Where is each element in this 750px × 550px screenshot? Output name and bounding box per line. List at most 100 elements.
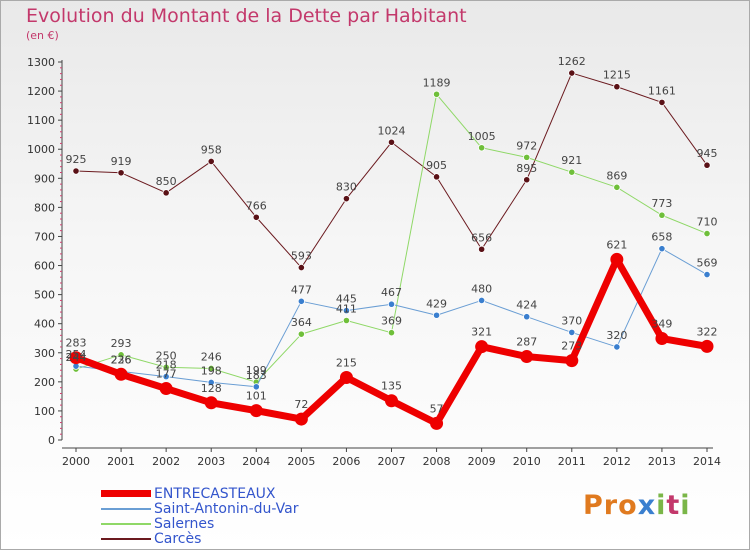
legend-label: Saint-Antonin-du-Var	[154, 500, 299, 517]
data-label-carc-s: 919	[111, 155, 132, 168]
legend-swatch	[101, 507, 151, 510]
data-label-carc-s: 1024	[378, 124, 406, 137]
data-point-salernes	[523, 153, 531, 161]
data-label-saint-antonin-du-var: 320	[606, 329, 627, 342]
data-point-carc-s	[478, 245, 486, 253]
data-label-entrecasteaux: 226	[111, 353, 132, 366]
x-tick-label: 2001	[107, 455, 135, 468]
x-tick-label: 2003	[197, 455, 225, 468]
data-label-saint-antonin-du-var: 658	[651, 231, 672, 244]
data-point-entrecasteaux	[430, 416, 444, 430]
data-label-carc-s: 830	[336, 181, 357, 194]
data-point-saint-antonin-du-var	[252, 383, 260, 391]
logo-letter: r	[603, 490, 619, 521]
data-point-carc-s	[252, 213, 260, 221]
data-point-carc-s	[72, 167, 80, 175]
legend-swatch	[101, 490, 151, 497]
data-point-saint-antonin-du-var	[478, 296, 486, 305]
x-tick-label: 2008	[423, 455, 451, 468]
data-label-salernes: 921	[561, 154, 582, 167]
x-tick-label: 2004	[242, 455, 270, 468]
data-label-saint-antonin-du-var: 183	[246, 369, 267, 382]
data-point-entrecasteaux	[204, 396, 218, 410]
x-tick-label: 2000	[62, 455, 90, 468]
data-label-entrecasteaux: 287	[516, 336, 537, 349]
data-point-entrecasteaux	[249, 404, 263, 418]
data-label-salernes: 411	[336, 302, 357, 315]
data-label-salernes: 869	[606, 169, 627, 182]
data-point-salernes	[658, 211, 666, 219]
data-point-entrecasteaux	[655, 332, 669, 346]
data-point-salernes	[703, 229, 711, 238]
y-tick-label: 400	[34, 318, 55, 331]
legend-swatch	[101, 522, 151, 525]
data-point-salernes	[478, 144, 486, 152]
data-label-entrecasteaux: 215	[336, 356, 357, 369]
legend-item-carces: Carcès	[101, 531, 201, 547]
y-tick-label: 1300	[27, 56, 55, 69]
data-label-carc-s: 958	[201, 143, 222, 156]
legend-swatch	[101, 537, 151, 540]
data-label-carc-s: 925	[66, 153, 87, 166]
data-label-salernes: 710	[697, 216, 718, 229]
data-point-entrecasteaux	[339, 370, 353, 384]
y-tick-label: 800	[34, 201, 55, 214]
data-label-saint-antonin-du-var: 445	[336, 293, 357, 306]
data-label-saint-antonin-du-var: 429	[426, 297, 447, 310]
data-label-entrecasteaux: 283	[66, 337, 87, 350]
data-label-saint-antonin-du-var: 569	[697, 257, 718, 270]
y-tick-label: 700	[34, 230, 55, 243]
data-label-salernes: 1189	[423, 76, 451, 89]
data-point-salernes	[342, 316, 351, 325]
data-point-entrecasteaux	[520, 350, 534, 364]
data-label-salernes: 293	[111, 337, 132, 350]
data-label-saint-antonin-du-var: 370	[561, 314, 582, 327]
x-tick-label: 2012	[603, 455, 631, 468]
data-label-entrecasteaux: 349	[651, 318, 672, 331]
data-label-carc-s: 945	[697, 147, 718, 160]
data-point-entrecasteaux	[700, 339, 714, 353]
proxiti-logo: Proxiti	[583, 490, 691, 521]
data-point-carc-s	[387, 138, 396, 146]
chart-title: Evolution du Montant de la Dette par Hab…	[26, 5, 467, 27]
y-tick-label: 500	[34, 289, 55, 302]
data-label-carc-s: 850	[156, 175, 177, 188]
data-label-entrecasteaux: 621	[606, 238, 627, 251]
data-label-salernes: 364	[291, 316, 312, 329]
data-point-salernes	[613, 183, 621, 191]
data-point-saint-antonin-du-var	[523, 313, 531, 321]
data-label-salernes: 199	[246, 364, 267, 377]
data-label-saint-antonin-du-var: 236	[111, 353, 132, 366]
legend-label: ENTRECASTEAUX	[154, 485, 276, 502]
data-point-saint-antonin-du-var	[162, 373, 170, 381]
data-labels: 925 919 850 958 766 593 830 1024 905 656 895 1262 12…	[66, 55, 718, 415]
logo-letter: P	[583, 490, 604, 521]
data-point-entrecasteaux	[114, 367, 128, 381]
data-point-saint-antonin-du-var	[207, 378, 215, 387]
data-point-entrecasteaux	[565, 354, 579, 368]
data-point-carc-s	[523, 176, 531, 184]
y-tick-label: 100	[34, 405, 55, 418]
data-label-carc-s: 895	[516, 162, 537, 175]
data-label-salernes: 246	[201, 350, 222, 363]
data-point-entrecasteaux	[385, 394, 398, 408]
data-point-saint-antonin-du-var	[568, 328, 576, 337]
data-point-salernes	[568, 168, 576, 176]
x-tick-label: 2011	[558, 455, 586, 468]
data-point-carc-s	[342, 195, 351, 203]
data-label-entrecasteaux: 72	[294, 398, 308, 411]
data-label-salernes: 250	[156, 349, 177, 362]
x-tick-label: 2009	[468, 455, 496, 468]
data-label-saint-antonin-du-var: 480	[471, 282, 492, 295]
logo-letter: t	[666, 490, 681, 521]
y-tick-label: 1200	[27, 85, 55, 98]
data-label-salernes: 1005	[468, 130, 496, 143]
data-point-entrecasteaux	[159, 382, 173, 396]
logo-letter: i	[680, 490, 691, 521]
logo-letter: i	[656, 490, 667, 521]
data-label-entrecasteaux: 321	[471, 326, 492, 339]
x-tick-label: 2007	[378, 455, 406, 468]
data-point-salernes	[162, 363, 170, 371]
x-tick-label: 2006	[332, 455, 360, 468]
